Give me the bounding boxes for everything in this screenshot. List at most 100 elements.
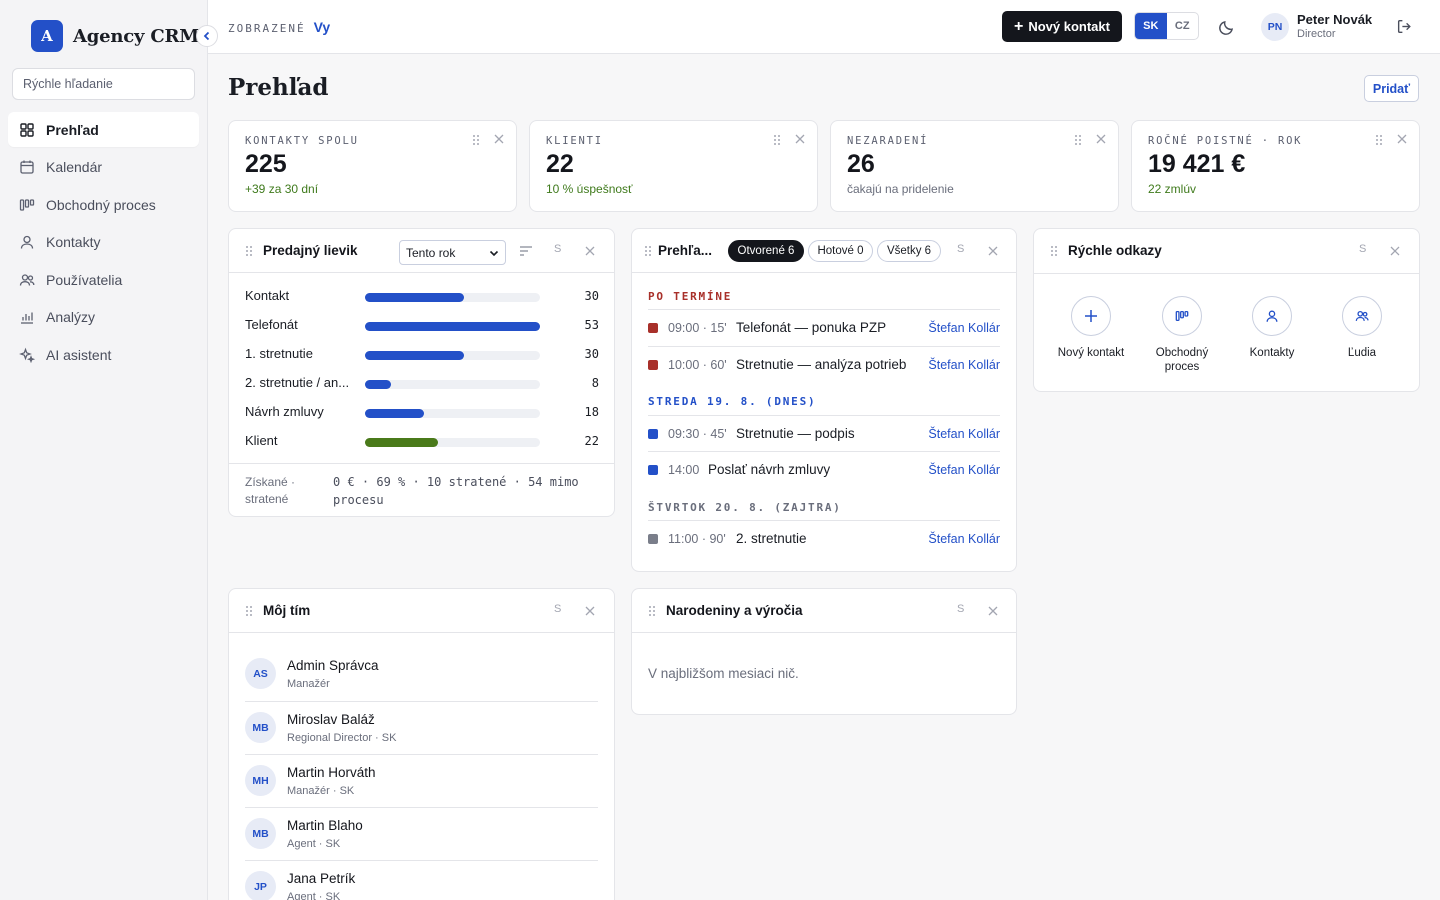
drag-handle-icon[interactable] (1050, 245, 1058, 257)
viewing-scope[interactable]: ZOBRAZENÉ Vy (228, 19, 330, 35)
drag-handle-icon[interactable] (245, 605, 253, 617)
drag-handle-icon[interactable] (1375, 134, 1383, 146)
sidebar-item-calendar[interactable]: Kalendár (8, 150, 199, 185)
funnel-row[interactable]: Kontakt 30 (245, 288, 599, 306)
grid-icon (20, 122, 34, 137)
drag-handle-icon[interactable] (648, 605, 656, 617)
tab-all[interactable]: Všetky 6 (877, 240, 941, 262)
avatar: MB (245, 818, 276, 849)
quick-link-new-contact[interactable]: Nový kontakt (1046, 296, 1136, 360)
activity-owner-link[interactable]: Štefan Kollár (928, 463, 1000, 477)
add-widget-button[interactable]: Pridať (1364, 75, 1419, 102)
stat-value: 22 (546, 150, 574, 178)
drag-handle-icon[interactable] (773, 134, 781, 146)
user-role: Director (1297, 28, 1336, 40)
sidebar-item-analytics[interactable]: Analýzy (8, 300, 199, 335)
sidebar-item-ai-assistant[interactable]: AI asistent (8, 338, 199, 373)
widget-size-toggle[interactable]: S (957, 603, 965, 615)
activity-owner-link[interactable]: Štefan Kollár (928, 427, 1000, 441)
sidebar-item-label: Obchodný proces (46, 196, 156, 213)
logout-icon[interactable] (1396, 18, 1413, 35)
close-icon[interactable] (585, 606, 595, 616)
sidebar-item-label: AI asistent (46, 347, 112, 364)
sidebar-item-overview[interactable]: Prehľad (8, 112, 199, 147)
drag-handle-icon[interactable] (1074, 134, 1082, 146)
widget-size-toggle[interactable]: S (554, 243, 562, 255)
stat-sub: 22 zmlúv (1148, 182, 1197, 196)
team-member[interactable]: AS Admin Správca Manažér (245, 648, 598, 701)
new-contact-button[interactable]: + Nový kontakt (1002, 11, 1122, 42)
funnel-bar-track (365, 322, 540, 331)
brand[interactable]: A Agency CRM (31, 20, 199, 52)
activity-title: Stretnutie — analýza potrieb (736, 357, 907, 372)
funnel-footer-value: 0 € · 69 % · 10 stratené · 54 mimo proce… (333, 475, 579, 507)
drag-handle-icon[interactable] (472, 134, 480, 146)
sidebar-item-pipeline[interactable]: Obchodný proces (8, 187, 199, 222)
stat-sub: čakajú na pridelenie (847, 182, 954, 196)
tab-done[interactable]: Hotové 0 (808, 240, 873, 262)
funnel-row[interactable]: Telefonát 53 (245, 317, 599, 335)
funnel-stage-value: 53 (584, 318, 599, 332)
funnel-row[interactable]: 2. stretnutie / an... 8 (245, 375, 599, 393)
funnel-row[interactable]: 1. stretnutie 30 (245, 346, 599, 364)
viewing-label: ZOBRAZENÉ (228, 22, 306, 35)
tab-open[interactable]: Otvorené 6 (728, 240, 804, 262)
activity-time: 11:00 · 90' (668, 532, 726, 546)
quick-link-contacts[interactable]: Kontakty (1227, 296, 1317, 360)
stat-label: KLIENTI (546, 135, 603, 147)
close-icon[interactable] (988, 606, 998, 616)
status-dot (648, 360, 658, 370)
team-member[interactable]: MB Martin Blaho Agent · SK (245, 807, 598, 860)
close-icon[interactable] (1397, 134, 1407, 144)
sort-icon[interactable] (520, 246, 532, 256)
funnel-stage-value: 30 (584, 347, 599, 361)
birthdays-widget: Narodeniny a výročia S V najbližšom mesi… (631, 588, 1017, 715)
quick-link-people[interactable]: Ľudia (1317, 296, 1407, 360)
avatar[interactable]: PN (1261, 13, 1289, 41)
search-input[interactable] (12, 68, 195, 100)
close-icon[interactable] (1096, 134, 1106, 144)
widget-size-toggle[interactable]: S (957, 243, 965, 255)
quick-link-pipeline[interactable]: Obchodný proces (1137, 296, 1227, 374)
activity-owner-link[interactable]: Štefan Kollár (928, 321, 1000, 335)
drag-handle-icon[interactable] (644, 245, 652, 257)
list-item[interactable]: 09:30 · 45' Stretnutie — podpis Štefan K… (648, 415, 1000, 450)
activity-owner-link[interactable]: Štefan Kollár (928, 532, 1000, 546)
widget-title: Môj tím (263, 603, 311, 618)
moon-icon[interactable] (1218, 18, 1236, 36)
list-item[interactable]: 09:00 · 15' Telefonát — ponuka PZP Štefa… (648, 309, 1000, 344)
list-item[interactable]: 14:00 Poslať návrh zmluvy Štefan Kollár (648, 451, 1000, 486)
widget-size-toggle[interactable]: S (1359, 243, 1367, 255)
activity-time: 09:30 · 45' (668, 427, 727, 441)
team-member[interactable]: MB Miroslav Baláž Regional Director · SK (245, 701, 598, 754)
list-item[interactable]: 11:00 · 90' 2. stretnutie Štefan Kollár (648, 520, 1000, 555)
activity-title: Poslať návrh zmluvy (708, 462, 831, 477)
close-icon[interactable] (585, 246, 595, 256)
sidebar-item-contacts[interactable]: Kontakty (8, 225, 199, 260)
my-team-widget: Môj tím S AS Admin Správca Manažér MB Mi… (228, 588, 615, 900)
sidebar-item-users[interactable]: Používatelia (8, 262, 199, 297)
funnel-stage-label: Klient (245, 433, 278, 448)
period-select[interactable]: Tento rok (399, 240, 506, 265)
member-role: Agent · SK (287, 891, 341, 900)
activity-time: 14:00 (668, 463, 700, 477)
funnel-stage-value: 22 (584, 434, 599, 448)
stat-label: NEZARADENÍ (847, 135, 929, 147)
funnel-row[interactable]: Návrh zmluvy 18 (245, 404, 599, 422)
team-member[interactable]: MH Martin Horváth Manažér · SK (245, 754, 598, 807)
drag-handle-icon[interactable] (245, 245, 253, 257)
close-icon[interactable] (1390, 246, 1400, 256)
funnel-row[interactable]: Klient 22 (245, 433, 599, 451)
widget-size-toggle[interactable]: S (554, 603, 562, 615)
quick-link-label: Obchodný proces (1155, 347, 1209, 373)
close-icon[interactable] (795, 134, 805, 144)
lang-cz-button[interactable]: CZ (1174, 20, 1190, 32)
lang-sk-button[interactable]: SK (1135, 13, 1167, 39)
collapse-sidebar-button[interactable] (196, 25, 218, 47)
list-item[interactable]: 10:00 · 60' Stretnutie — analýza potrieb… (648, 346, 1000, 381)
close-icon[interactable] (494, 134, 504, 144)
team-member[interactable]: JP Jana Petrík Agent · SK (245, 860, 598, 900)
close-icon[interactable] (988, 246, 998, 256)
activity-owner-link[interactable]: Štefan Kollár (928, 358, 1000, 372)
funnel-footer: Získané · stratené 0 € · 69 % · 10 strat… (229, 463, 614, 507)
